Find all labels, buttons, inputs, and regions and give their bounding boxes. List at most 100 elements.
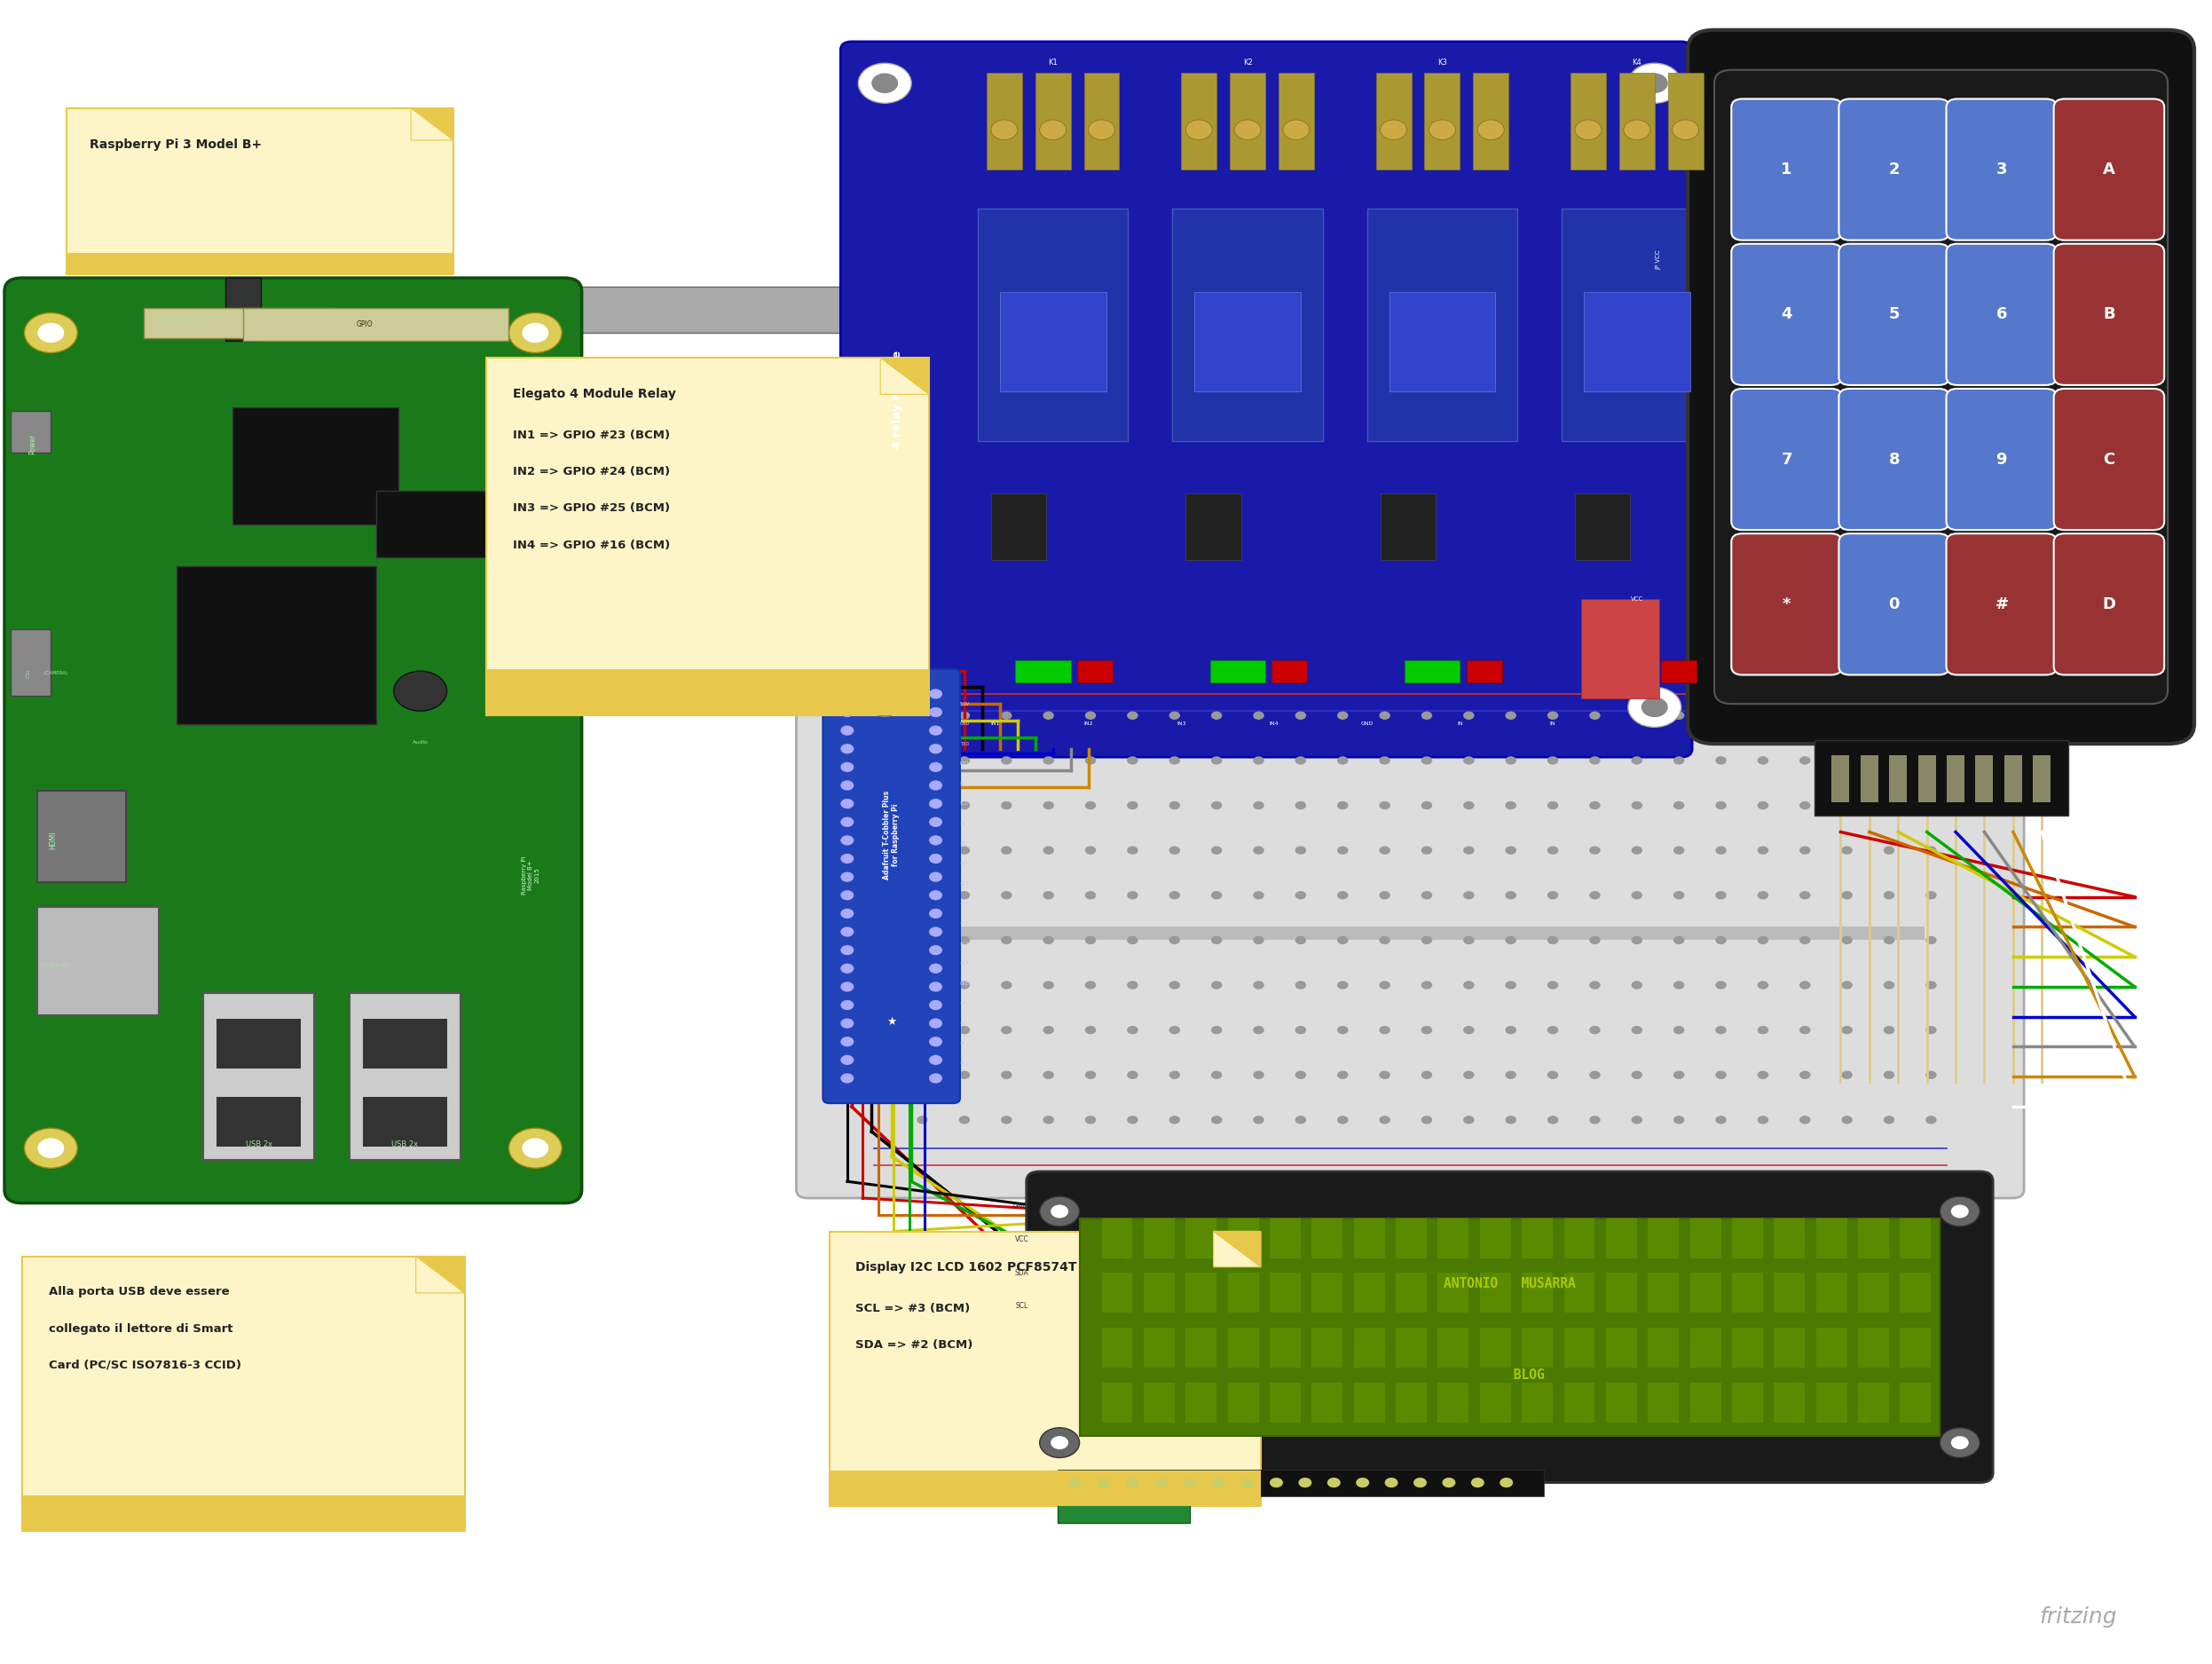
Bar [243,308,509,341]
Bar [1619,73,1655,170]
Bar [1144,1383,1175,1423]
Circle shape [1546,845,1557,855]
Circle shape [916,845,929,855]
Bar [987,73,1022,170]
Circle shape [1294,892,1305,899]
Circle shape [1588,845,1601,855]
Bar [1228,1273,1259,1313]
FancyBboxPatch shape [1947,534,2057,676]
Bar [11,411,51,453]
Circle shape [1641,697,1668,717]
Polygon shape [411,108,453,140]
Text: IN1: IN1 [991,722,1000,726]
Bar [874,278,909,341]
Bar [1774,1218,1805,1258]
Circle shape [1044,980,1055,988]
Circle shape [1462,892,1473,899]
Circle shape [1756,892,1767,899]
Text: Elegato 4 Module Relay: Elegato 4 Module Relay [513,388,677,399]
Circle shape [1044,1025,1055,1035]
Circle shape [872,697,898,717]
Circle shape [1283,120,1310,140]
Text: #27: #27 [960,862,969,865]
Bar [896,927,1924,940]
FancyBboxPatch shape [487,358,929,716]
Circle shape [1270,1478,1283,1488]
Circle shape [1044,755,1055,765]
Circle shape [1798,1025,1809,1035]
Bar [1035,73,1071,170]
Circle shape [841,707,854,717]
Text: VCC: VCC [1630,596,1644,602]
Bar [1564,1383,1595,1423]
Circle shape [1717,755,1725,765]
Circle shape [1252,892,1263,899]
Circle shape [1588,892,1601,899]
Text: #17: #17 [960,842,969,845]
Circle shape [1168,1072,1181,1078]
Circle shape [1126,800,1137,809]
Circle shape [1717,1072,1725,1078]
Circle shape [1168,755,1181,765]
Circle shape [1882,845,1893,855]
Text: ETHERNET: ETHERNET [40,962,73,968]
Circle shape [960,1117,971,1125]
Bar [1376,73,1411,170]
Text: (CAMERA): (CAMERA) [44,671,69,676]
Text: Power: Power [29,434,38,454]
Bar [1270,1273,1301,1313]
Circle shape [38,323,64,343]
Bar [1690,1273,1721,1313]
Bar [1186,494,1241,561]
Circle shape [841,854,854,864]
Circle shape [1840,800,1851,809]
Circle shape [1252,1072,1263,1078]
Bar [1186,1328,1217,1368]
Circle shape [1924,1117,1938,1125]
Circle shape [1380,755,1389,765]
Circle shape [1168,1025,1181,1035]
Circle shape [1380,1072,1389,1078]
Circle shape [1924,712,1938,719]
Text: Card (PC/SC ISO7816-3 CCID): Card (PC/SC ISO7816-3 CCID) [49,1359,241,1371]
Text: 6: 6 [1995,306,2006,323]
Circle shape [1044,800,1055,809]
Bar [1522,1328,1553,1368]
Circle shape [1168,892,1181,899]
Circle shape [929,817,942,827]
Circle shape [1126,755,1137,765]
Circle shape [1051,1436,1068,1449]
Circle shape [1000,1025,1011,1035]
Bar [1186,1218,1217,1258]
Bar [38,907,159,1015]
Circle shape [509,1128,562,1168]
Circle shape [916,935,929,945]
Text: ★: ★ [887,1017,896,1028]
Circle shape [1500,1478,1513,1488]
Circle shape [1672,1025,1683,1035]
Circle shape [1294,1025,1305,1035]
FancyBboxPatch shape [2053,245,2163,384]
Bar [830,1471,1261,1506]
Circle shape [1420,1117,1433,1125]
Circle shape [1212,1025,1221,1035]
Circle shape [1336,845,1349,855]
Text: GND: GND [1013,1203,1029,1210]
Circle shape [1462,980,1473,988]
FancyBboxPatch shape [1732,534,1843,676]
Circle shape [1126,1025,1137,1035]
Bar [1690,1218,1721,1258]
Circle shape [1183,1478,1197,1488]
Circle shape [929,1073,942,1083]
Circle shape [1630,800,1641,809]
Circle shape [1756,712,1767,719]
Text: #: # [1995,596,2008,612]
Bar [1312,1218,1343,1258]
Circle shape [1504,845,1517,855]
Circle shape [1798,845,1809,855]
Circle shape [1420,800,1433,809]
Bar [66,253,453,275]
Circle shape [1630,892,1641,899]
Circle shape [1840,1072,1851,1078]
Circle shape [1044,1072,1055,1078]
